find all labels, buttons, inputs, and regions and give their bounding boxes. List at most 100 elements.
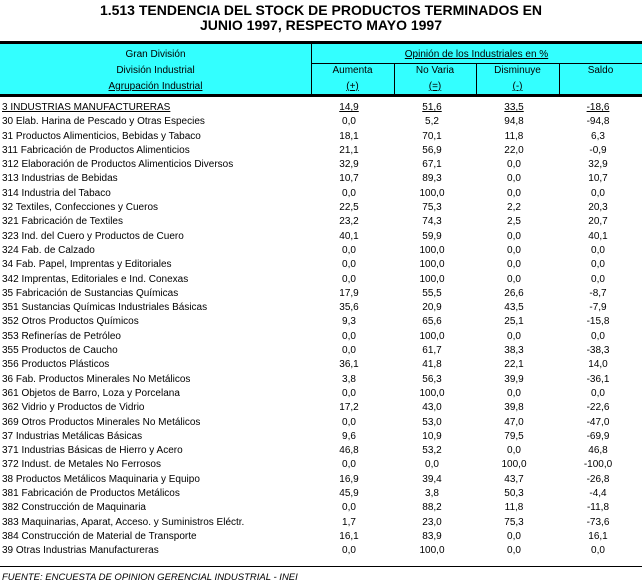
saldo-value: -22,6 [586,402,610,414]
table-row: 351 Sustancias Químicas Industriales Bás… [0,301,642,315]
aumenta-value: 0,0 [342,259,356,271]
row-label: 321 Fabricación de Textiles [2,216,123,228]
row-label: 383 Maquinarias, Aparat, Acceso. y Sumin… [2,516,245,528]
row-label: 37 Industrias Metálicas Básicas [2,430,143,442]
aumenta-value: 10,7 [339,173,359,185]
row-label: 356 Productos Plásticos [2,359,110,371]
table-title-line-1: 1.513 TENDENCIA DEL STOCK DE PRODUCTOS T… [99,2,543,18]
table-row: 30 Elab. Harina de Pescado y Otras Espec… [0,115,642,129]
row-label: 355 Productos de Caucho [2,345,118,357]
header-no-varia: No Varia [415,65,455,76]
saldo-value: 32,9 [588,159,608,171]
disminuye-value: 0,0 [507,173,521,185]
aumenta-value: 17,9 [339,287,359,299]
aumenta-value: 32,9 [339,159,359,171]
disminuye-value: 0,0 [507,187,521,199]
disminuye-value: 22,1 [504,359,524,371]
table-row: 36 Fab. Productos Minerales No Metálicos… [0,373,642,387]
disminuye-value: 43,5 [504,302,524,314]
disminuye-value: 75,3 [504,516,524,528]
table-title-line-2: JUNIO 1997, RESPECTO MAYO 1997 [200,17,442,33]
header-division-industrial: División Industrial [116,65,195,76]
table-row: 32 Textiles, Confecciones y Cueros 22,5 75… [0,201,642,215]
aumenta-value: 9,6 [342,430,356,442]
no-varia-value: 89,3 [422,173,442,185]
disminuye-value: 0,0 [507,273,521,285]
row-label: 323 Ind. del Cuero y Productos de Cuero [2,230,184,242]
aumenta-value: 0,0 [342,244,356,256]
saldo-value: -18,6 [586,102,610,113]
saldo-value: 0,0 [591,330,605,342]
saldo-value: 10,7 [588,173,608,185]
aumenta-value: 3,8 [342,373,356,385]
saldo-value: 14,0 [588,359,608,371]
disminuye-value: 2,5 [507,216,521,228]
saldo-value: 20,7 [588,216,608,228]
saldo-value: -7,9 [589,302,607,314]
aumenta-value: 0,0 [342,459,356,471]
row-label: 314 Industria del Tabaco [2,187,111,199]
row-label: 312 Elaboración de Productos Alimenticio… [2,159,234,171]
aumenta-value: 1,7 [342,516,356,528]
aumenta-value: 16,1 [339,530,359,542]
disminuye-value: 22,0 [504,144,524,156]
aumenta-value: 0,0 [342,330,356,342]
header-divider [311,44,312,94]
saldo-value: -47,0 [586,416,610,428]
saldo-value: -4,4 [589,488,607,500]
aumenta-value: 35,6 [339,302,359,314]
aumenta-value: 36,1 [339,359,359,371]
aumenta-value: 0,0 [342,116,356,128]
disminuye-value: 43,7 [504,473,524,485]
saldo-value: -69,9 [586,430,610,442]
no-varia-value: 10,9 [422,430,442,442]
table-row: 381 Fabricación de Productos Metálicos 45… [0,487,642,501]
row-label: 361 Objetos de Barro, Loza y Porcelana [2,387,180,399]
table-row: 35 Fabricación de Sustancias Químicas 17,… [0,287,642,301]
disminuye-value: 33,5 [504,102,524,113]
no-varia-value: 67,1 [422,159,442,171]
disminuye-value: 25,1 [504,316,524,328]
header-divider [559,63,560,94]
table-row: 31 Productos Alimenticios, Bebidas y Tab… [0,130,642,144]
row-label: 384 Construcción de Material de Transpor… [2,530,197,542]
header-saldo: Saldo [587,65,614,76]
table-row: 37 Industrias Metálicas Básicas 9,6 10,9 79… [0,430,642,444]
row-label: 311 Fabricación de Productos Alimenticio… [2,144,190,156]
table-row: 34 Fab. Papel, Imprentas y Editoriales 0,… [0,258,642,272]
header-disminuye: Disminuye [494,65,541,76]
no-varia-value: 23,0 [422,516,442,528]
disminuye-value: 79,5 [504,430,524,442]
disminuye-value: 39,9 [504,373,524,385]
table-row: 356 Productos Plásticos 36,1 41,8 22,1 14,0 [0,358,642,372]
disminuye-value: 0,0 [507,545,521,557]
disminuye-value: 2,2 [507,202,521,214]
disminuye-value: 94,8 [504,116,524,128]
saldo-value: 0,0 [591,545,605,557]
row-label: 351 Sustancias Químicas Industriales Bás… [2,302,208,314]
header-aumenta-sign: (+) [346,81,359,92]
no-varia-value: 100,0 [419,330,445,342]
disminuye-value: 0,0 [507,530,521,542]
table-row: 369 Otros Productos Minerales No Metálic… [0,416,642,430]
aumenta-value: 9,3 [342,316,356,328]
saldo-value: -73,6 [586,516,610,528]
row-label: 362 Vidrio y Productos de Vidrio [2,402,145,414]
saldo-value: 0,0 [591,187,605,199]
row-label: 39 Otras Industrias Manufactureras [2,545,159,557]
header-divider [311,63,642,64]
disminuye-value: 100,0 [501,459,527,471]
no-varia-value: 65,6 [422,316,442,328]
disminuye-value: 0,0 [507,230,521,242]
saldo-value: -36,1 [586,373,610,385]
no-varia-value: 20,9 [422,302,442,314]
no-varia-value: 56,9 [422,144,442,156]
table-row: 361 Objetos de Barro, Loza y Porcelana 0,… [0,387,642,401]
table-row: 372 Indust. de Metales No Ferrosos 0,0 0,0… [0,458,642,472]
no-varia-value: 70,1 [422,130,442,142]
no-varia-value: 61,7 [422,345,442,357]
table-row: 39 Otras Industrias Manufactureras 0,0 100… [0,544,642,558]
row-label: 381 Fabricación de Productos Metálicos [2,488,180,500]
saldo-value: 0,0 [591,273,605,285]
disminuye-value: 0,0 [507,445,521,457]
